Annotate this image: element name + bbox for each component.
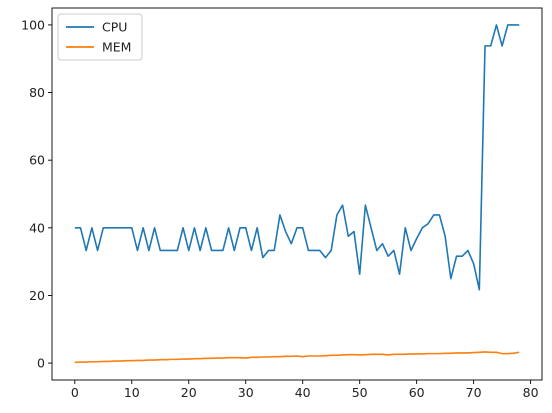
y-tick-label: 20 bbox=[29, 288, 45, 303]
series-line-mem bbox=[74, 351, 520, 364]
legend-label-cpu: CPU bbox=[102, 20, 127, 35]
series-line-cpu bbox=[74, 24, 520, 291]
x-tick-label: 30 bbox=[238, 385, 254, 400]
x-tick-label: 20 bbox=[181, 385, 197, 400]
x-tick-label: 40 bbox=[295, 385, 311, 400]
legend: CPU MEM bbox=[57, 13, 143, 61]
y-tick-label: 0 bbox=[37, 356, 45, 371]
legend-label-mem: MEM bbox=[102, 40, 131, 55]
plot-area bbox=[52, 8, 542, 380]
axis-layer: 0 10 20 30 40 50 60 70 80 0 20 40 60 80 100 bbox=[21, 17, 538, 400]
legend-box bbox=[57, 13, 143, 61]
x-tick-label: 60 bbox=[409, 385, 425, 400]
y-tick-label: 80 bbox=[29, 85, 45, 100]
x-tick-label: 0 bbox=[71, 385, 79, 400]
x-tick-label: 80 bbox=[523, 385, 539, 400]
x-tick-label: 50 bbox=[352, 385, 368, 400]
x-tick-label: 70 bbox=[466, 385, 482, 400]
x-tick-label: 10 bbox=[124, 385, 140, 400]
series-layer bbox=[74, 24, 520, 364]
y-tick-label: 60 bbox=[29, 153, 45, 168]
plot-frame bbox=[51, 7, 543, 381]
y-tick-label: 40 bbox=[29, 220, 45, 235]
y-tick-label: 100 bbox=[21, 17, 45, 32]
